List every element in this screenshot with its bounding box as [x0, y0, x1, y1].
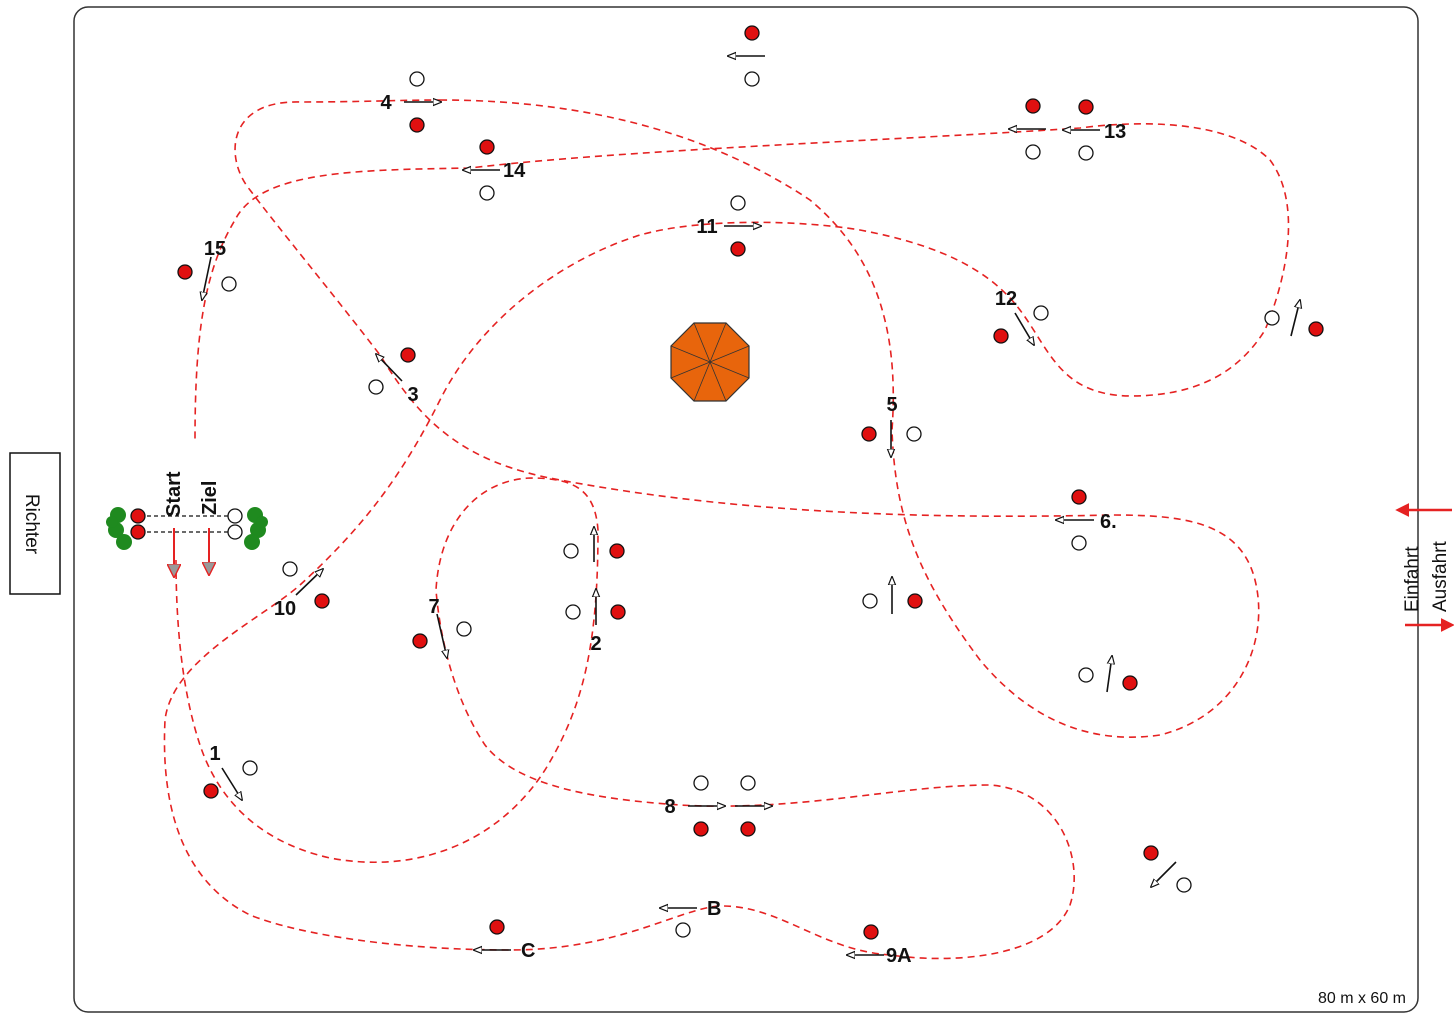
obstacle-12: 12 [993, 288, 1049, 345]
obstacle-7-label: 7 [428, 596, 439, 618]
obstacle-11-label: 11 [696, 216, 717, 238]
dimensions-label: 80 m x 60 m [1318, 990, 1406, 1007]
obstacle-5: 5 [861, 394, 922, 457]
obstacle-4-label: 4 [380, 92, 392, 114]
gate-center-right [862, 577, 923, 614]
obstacle-13-label: 13 [1104, 121, 1126, 143]
obstacle-15: 15 [177, 238, 237, 300]
start-finish-line: Start Ziel [106, 471, 268, 575]
gate-bottom-right [1143, 845, 1192, 893]
obstacle-6-label: 6. [1100, 511, 1117, 533]
arena-border [73, 6, 1419, 1013]
obstacle-1-label: 1 [209, 743, 220, 765]
obstacle-c-label: C [521, 940, 535, 962]
obstacle-9a-label: 9A [886, 945, 912, 967]
obstacle-14: 14 [463, 139, 526, 201]
entry-exit: Einfahrt Ausfahrt [1395, 503, 1454, 632]
start-label: Start [163, 471, 185, 517]
obstacle-b: B [660, 898, 721, 938]
obstacle-8-label: 8 [664, 796, 675, 818]
obstacle-12-label: 12 [995, 288, 1017, 310]
obstacle-1: 1 [203, 743, 258, 800]
entry-label: Einfahrt [1402, 546, 1423, 612]
obstacle-10: 10 [274, 561, 330, 620]
exit-label: Ausfahrt [1430, 541, 1451, 612]
obstacle-15-label: 15 [204, 238, 226, 260]
obstacle-c: C [474, 919, 535, 962]
obstacle-6: 6. [1056, 489, 1117, 551]
finish-label: Ziel [199, 481, 221, 515]
obstacle-11: 11 [696, 195, 761, 257]
gate-right-lower [1078, 656, 1138, 693]
gate-right-upper [1264, 300, 1324, 337]
obstacle-4: 4 [380, 71, 441, 133]
obstacle-13: 13 [1009, 98, 1126, 161]
obstacle-2: 2 [563, 527, 626, 655]
obstacle-3-label: 3 [407, 384, 418, 406]
obstacle-14-label: 14 [503, 160, 526, 182]
obstacle-2-label: 2 [590, 633, 601, 655]
judge-label: Richter [21, 494, 42, 555]
course-route-2 [234, 99, 1260, 738]
gate-top-center [728, 25, 765, 87]
obstacle-7: 7 [412, 596, 472, 658]
course-route [163, 123, 1290, 960]
octagon-pavilion-icon [670, 322, 750, 402]
judge-box: Richter [9, 452, 61, 595]
obstacle-10-label: 10 [274, 598, 296, 620]
obstacle-9a: 9A [847, 924, 912, 967]
obstacle-3: 3 [368, 347, 419, 406]
obstacle-b-label: B [707, 898, 721, 920]
tree-icon [106, 507, 268, 550]
obstacle-5-label: 5 [886, 394, 897, 416]
obstacle-8: 8 [664, 775, 772, 837]
